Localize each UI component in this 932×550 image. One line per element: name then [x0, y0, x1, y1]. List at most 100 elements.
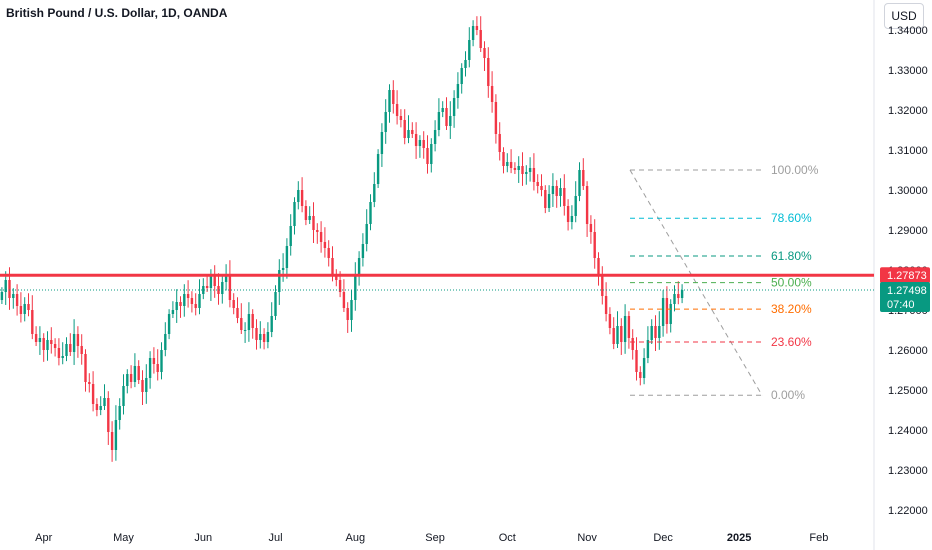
currency-button[interactable]: USD: [884, 3, 924, 29]
candle: [620, 318, 623, 355]
candle-body: [623, 316, 627, 342]
time-tick-label: Apr: [35, 532, 52, 544]
candle-body: [175, 302, 178, 310]
candle: [414, 122, 418, 159]
candle: [418, 135, 422, 158]
candle: [224, 264, 228, 291]
candle: [604, 282, 608, 322]
candle: [80, 334, 83, 365]
candle: [312, 202, 315, 243]
candle-body: [323, 242, 327, 248]
candle-body: [23, 304, 26, 314]
candle-body: [555, 186, 558, 196]
candle-body: [65, 344, 68, 356]
price-tick-label: 1.32000: [888, 105, 928, 117]
price-tag-value: 1.27498: [887, 285, 927, 297]
candle: [654, 315, 657, 351]
candle-body: [380, 132, 384, 154]
candle: [107, 391, 110, 445]
candle: [437, 98, 441, 137]
candle-body: [285, 246, 289, 268]
candle: [50, 327, 53, 354]
candle-body: [15, 294, 19, 306]
candle-body: [293, 202, 296, 226]
candle-body: [236, 308, 239, 318]
candle: [202, 278, 205, 300]
candle: [658, 311, 661, 350]
candle-body: [445, 108, 448, 126]
candle: [506, 153, 509, 173]
candle: [31, 295, 34, 340]
candle: [616, 311, 619, 348]
candle: [278, 259, 281, 305]
candle: [403, 109, 406, 145]
candle-body: [297, 190, 300, 202]
candle: [19, 292, 23, 323]
time-tick-label: Dec: [653, 532, 673, 544]
candle: [578, 162, 581, 202]
candle-body: [639, 372, 642, 378]
candle-body: [589, 224, 593, 232]
candle-body: [114, 420, 118, 450]
candle: [456, 72, 460, 109]
candle-body: [487, 58, 490, 86]
candle: [126, 369, 129, 394]
candle: [551, 173, 555, 207]
time-axis[interactable]: Apr May Jun Jul Aug Sep Oct Nov Dec 2025 Feb: [35, 532, 828, 544]
fib-level-label: 100.00%: [771, 163, 819, 177]
candle: [361, 233, 365, 267]
candle-body: [224, 274, 228, 282]
candle-body: [494, 102, 498, 134]
candle-body: [190, 298, 194, 304]
candle: [205, 274, 209, 292]
price-tick-label: 1.22000: [888, 505, 928, 517]
time-tick-label: Jul: [268, 532, 282, 544]
candle-body: [27, 304, 30, 310]
fibonacci-retracement[interactable]: 100.00% 78.60% 61.80% 50.00% 38.20% 23.60% 0.0…: [629, 163, 819, 402]
candle-body: [152, 358, 156, 364]
candle: [213, 265, 216, 298]
candle-body: [164, 334, 167, 350]
fib-level-label: 78.60%: [771, 211, 812, 225]
candle-body: [642, 358, 646, 378]
candle-body: [88, 382, 91, 384]
candle: [270, 302, 273, 338]
price-tag-bg: [880, 267, 930, 284]
candle: [72, 319, 76, 365]
candle-body: [365, 224, 368, 244]
candle-body: [198, 294, 201, 308]
candle: [285, 238, 289, 279]
candle-body: [635, 350, 638, 372]
candle-body: [475, 26, 479, 30]
candle-body: [255, 328, 258, 340]
candle: [171, 301, 175, 318]
candle-body: [422, 140, 425, 148]
candle: [525, 165, 528, 185]
candle-body: [536, 182, 539, 186]
price-tag: 1.27498 07:40: [880, 282, 930, 312]
candle-body: [61, 356, 64, 358]
candle: [623, 304, 627, 354]
candle-body: [84, 354, 87, 382]
price-tick-label: 1.33000: [888, 65, 928, 77]
candle-body: [80, 346, 83, 354]
candle: [61, 342, 64, 365]
candle-body: [95, 404, 99, 410]
candle: [183, 284, 186, 317]
candle: [194, 293, 197, 316]
candle: [570, 205, 574, 230]
candle-body: [217, 286, 220, 294]
candle-body: [627, 316, 631, 338]
candle: [289, 214, 292, 256]
candle-body: [145, 378, 148, 392]
candle: [266, 322, 270, 349]
candle: [354, 262, 357, 311]
candle-body: [464, 60, 467, 68]
candle: [642, 348, 646, 385]
candle-body: [209, 274, 213, 288]
candle-body: [498, 134, 501, 152]
candle-body: [631, 338, 634, 350]
candle-body: [411, 130, 414, 134]
candle-body: [34, 334, 38, 342]
